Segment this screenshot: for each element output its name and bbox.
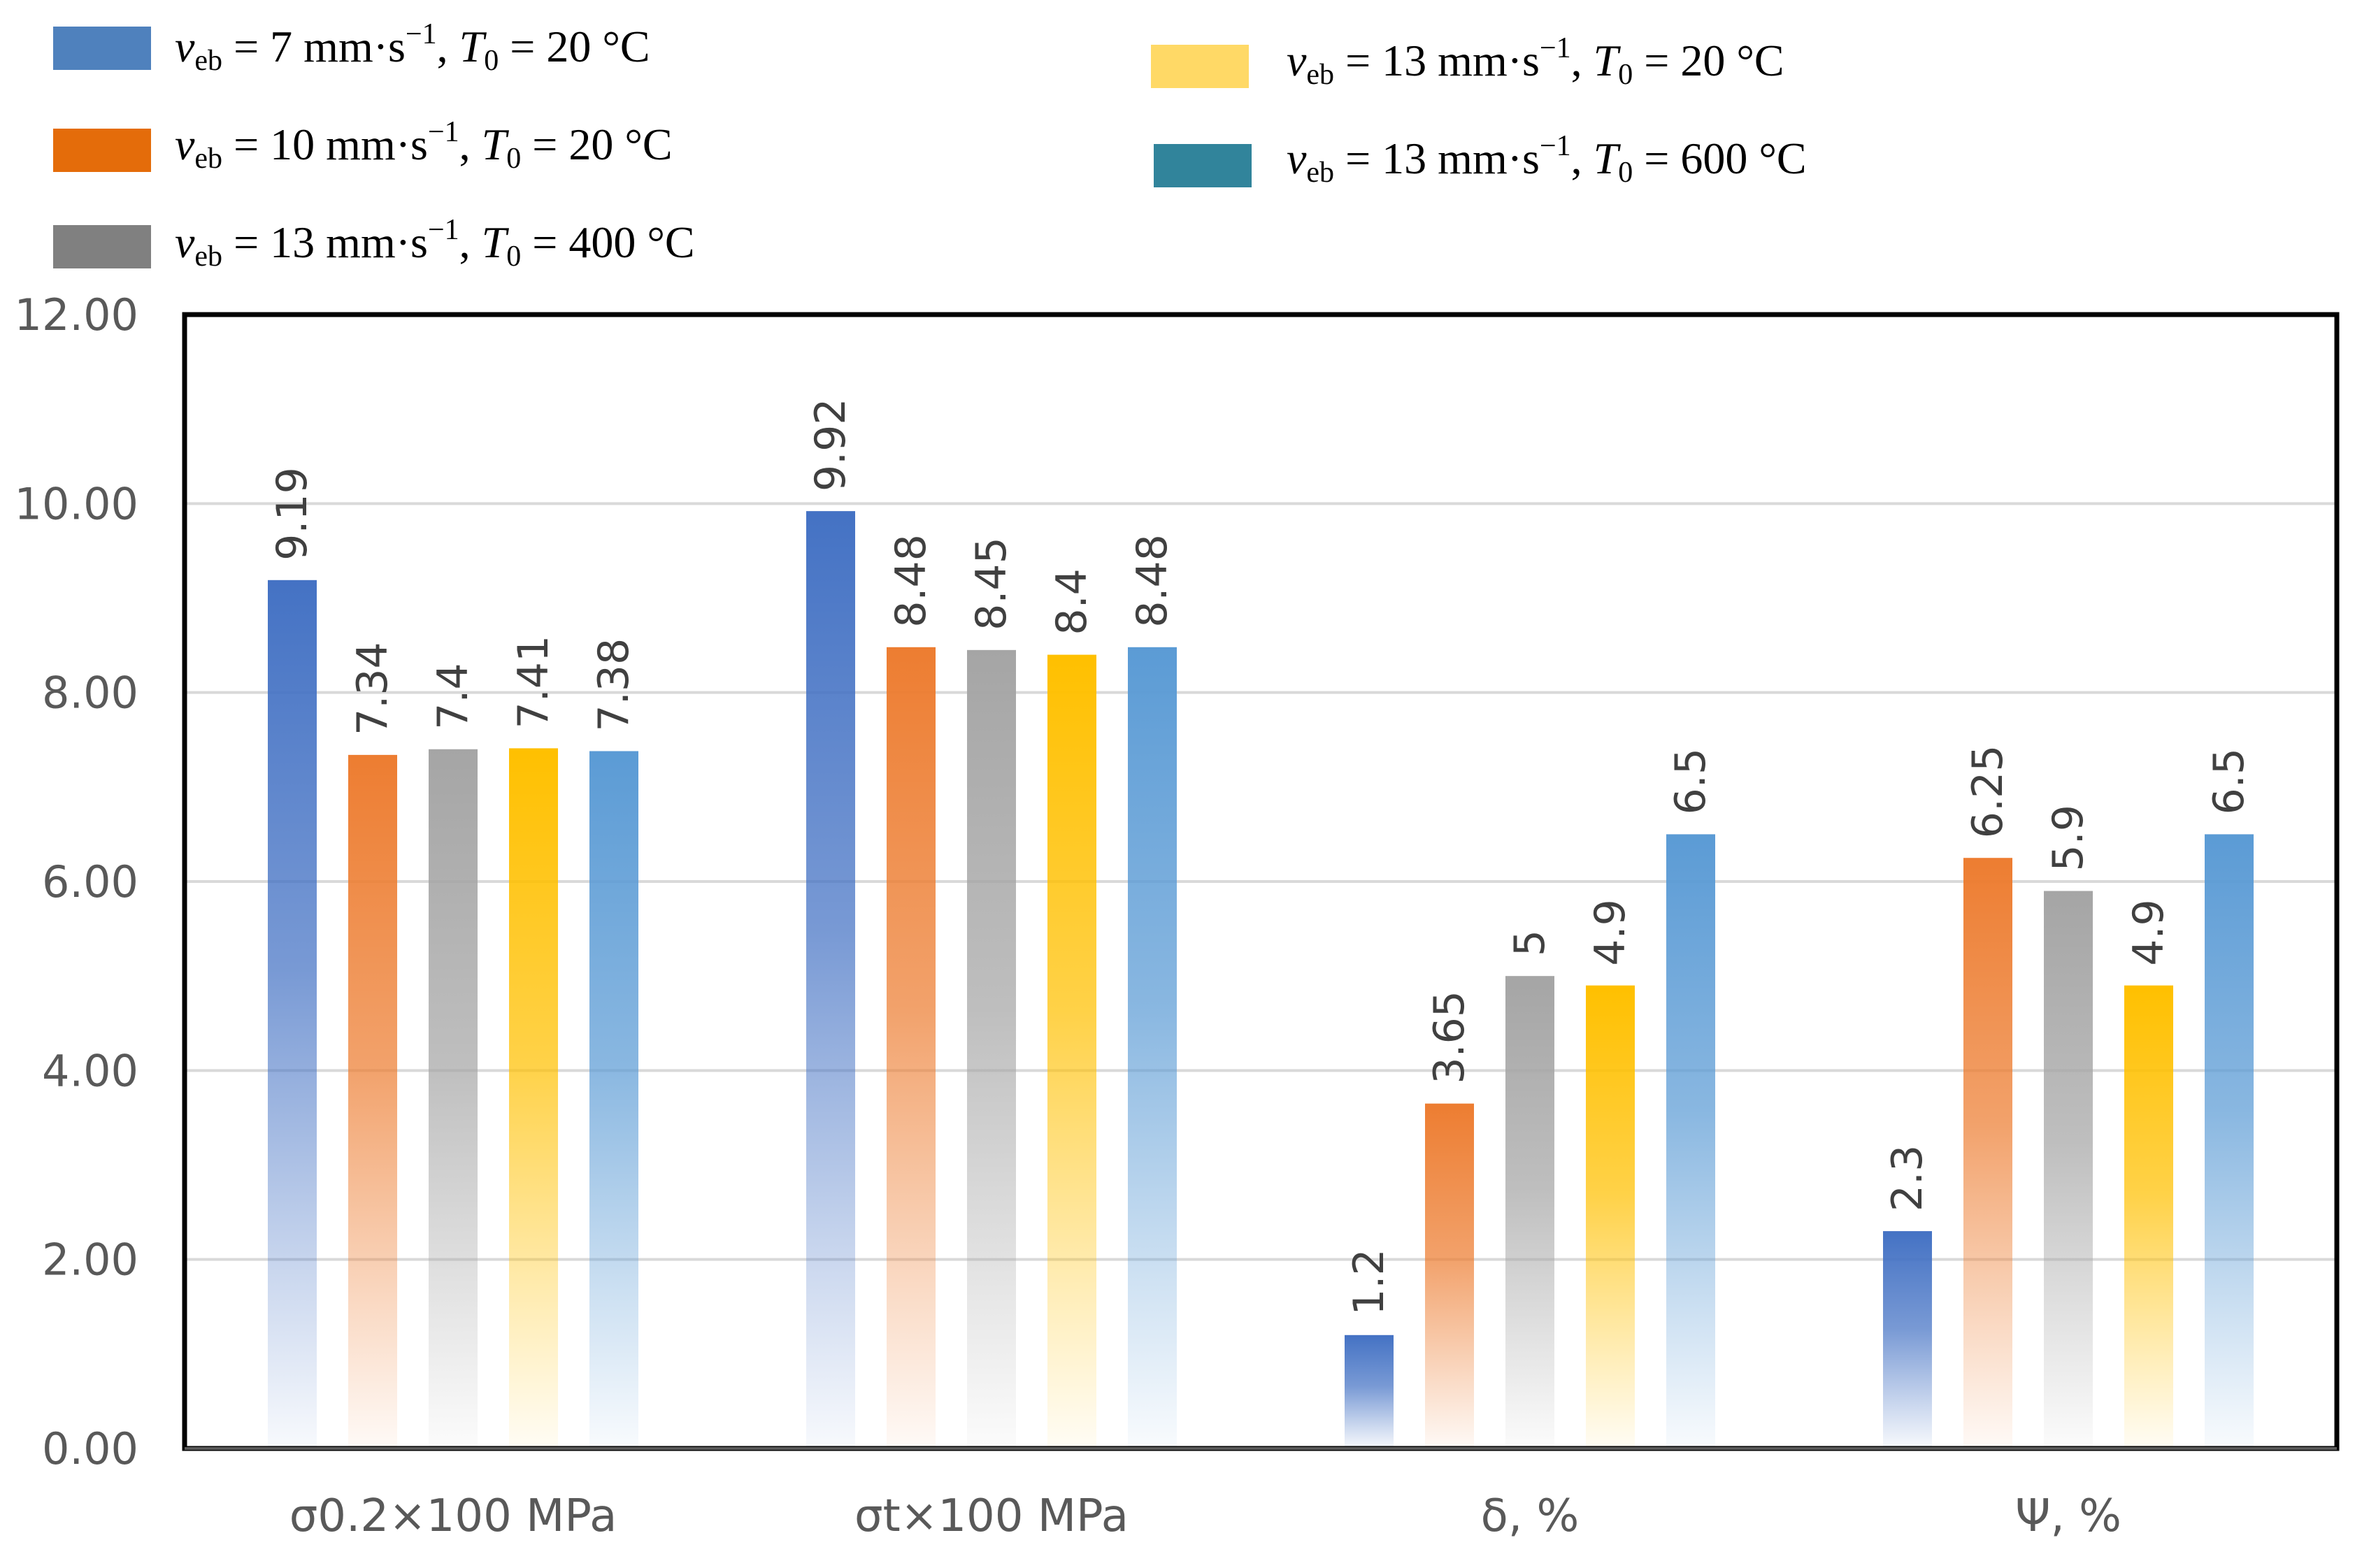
y-tick-label: 6.00 — [42, 856, 138, 907]
bar — [348, 754, 397, 1448]
y-axis-ticks: 0.00 2.00 4.00 6.00 8.00 10.00 12.00 — [15, 289, 139, 1474]
x-tick-label: σ0.2×100 MPa — [289, 1490, 617, 1542]
data-label: 8.48 — [887, 534, 936, 628]
legend-swatch — [53, 27, 151, 70]
data-label: 7.34 — [348, 642, 397, 735]
bar — [268, 580, 317, 1448]
legend-item: veb = 13 mm·s−1, T0 = 400 °C — [53, 214, 695, 273]
legend-swatch — [1154, 144, 1252, 187]
data-label: 2.3 — [1883, 1145, 1932, 1211]
bar — [2044, 891, 2093, 1448]
legend-swatch — [53, 129, 151, 172]
legend-swatch — [1151, 45, 1249, 88]
data-label: 9.19 — [268, 467, 317, 561]
x-tick-label: δ, % — [1481, 1490, 1580, 1542]
bar — [1047, 654, 1096, 1448]
data-label: 1.2 — [1345, 1249, 1394, 1315]
data-label: 7.41 — [509, 635, 558, 729]
data-label: 3.65 — [1425, 991, 1474, 1084]
bar — [1505, 976, 1554, 1448]
bar — [887, 647, 936, 1449]
x-tick-label: σt×100 MPa — [854, 1490, 1129, 1542]
bar — [1345, 1335, 1394, 1448]
y-tick-label: 0.00 — [42, 1423, 138, 1474]
data-label: 6.5 — [1666, 748, 1715, 814]
legend-swatch — [53, 225, 151, 268]
y-tick-label: 4.00 — [42, 1045, 138, 1096]
y-tick-label: 2.00 — [42, 1235, 138, 1286]
data-label: 8.45 — [967, 537, 1016, 631]
legend-label: veb = 13 mm·s−1, T0 = 400 °C — [175, 214, 695, 273]
data-label: 4.9 — [1586, 899, 1635, 965]
legend-item: veb = 13 mm·s−1, T0 = 600 °C — [1154, 130, 1807, 189]
bar — [589, 751, 638, 1448]
bar — [429, 749, 478, 1448]
bar — [1586, 985, 1635, 1448]
y-tick-label: 10.00 — [15, 478, 139, 529]
data-label: 4.9 — [2124, 899, 2173, 965]
data-label: 8.4 — [1047, 568, 1096, 635]
bar — [2124, 985, 2173, 1448]
bar — [967, 649, 1016, 1448]
legend-label: veb = 13 mm·s−1, T0 = 600 °C — [1287, 130, 1807, 189]
legend-label: veb = 10 mm·s−1, T0 = 20 °C — [175, 116, 673, 175]
legend-item: veb = 7 mm·s−1, T0 = 20 °C — [53, 18, 650, 77]
x-tick-label: Ψ, % — [2015, 1490, 2121, 1542]
data-label: 9.92 — [806, 398, 855, 492]
bar — [1883, 1231, 1932, 1448]
data-labels: 9.19 7.34 7.4 7.41 7.38 9.92 8.48 8.45 8.4 8.48 1.… — [268, 398, 2254, 1316]
bars — [268, 511, 2254, 1449]
x-axis-ticks: σ0.2×100 MPa σt×100 MPa δ, % Ψ, % — [289, 1490, 2121, 1542]
legend-item: veb = 10 mm·s−1, T0 = 20 °C — [53, 116, 673, 175]
bar — [2205, 834, 2254, 1448]
bar — [1128, 647, 1177, 1449]
bar — [806, 511, 855, 1448]
y-tick-label: 12.00 — [15, 289, 139, 340]
legend: veb = 7 mm·s−1, T0 = 20 °C veb = 10 mm·s−… — [53, 18, 1807, 273]
data-label: 6.25 — [1963, 745, 2012, 839]
legend-label: veb = 7 mm·s−1, T0 = 20 °C — [175, 18, 650, 77]
y-tick-label: 8.00 — [42, 668, 138, 719]
legend-item: veb = 13 mm·s−1, T0 = 20 °C — [1151, 32, 1784, 91]
bar — [509, 748, 558, 1448]
data-label: 7.4 — [429, 663, 478, 729]
bar — [1666, 834, 1715, 1448]
plot-frame — [182, 312, 2340, 1451]
bar — [1963, 858, 2012, 1448]
data-label: 5.9 — [2044, 805, 2093, 871]
data-label: 5 — [1505, 930, 1554, 956]
data-label: 6.5 — [2205, 748, 2254, 814]
legend-label: veb = 13 mm·s−1, T0 = 20 °C — [1287, 32, 1784, 91]
data-label: 7.38 — [589, 638, 638, 732]
gridlines — [185, 502, 2337, 1261]
data-label: 8.48 — [1128, 534, 1177, 628]
bar — [1425, 1103, 1474, 1448]
